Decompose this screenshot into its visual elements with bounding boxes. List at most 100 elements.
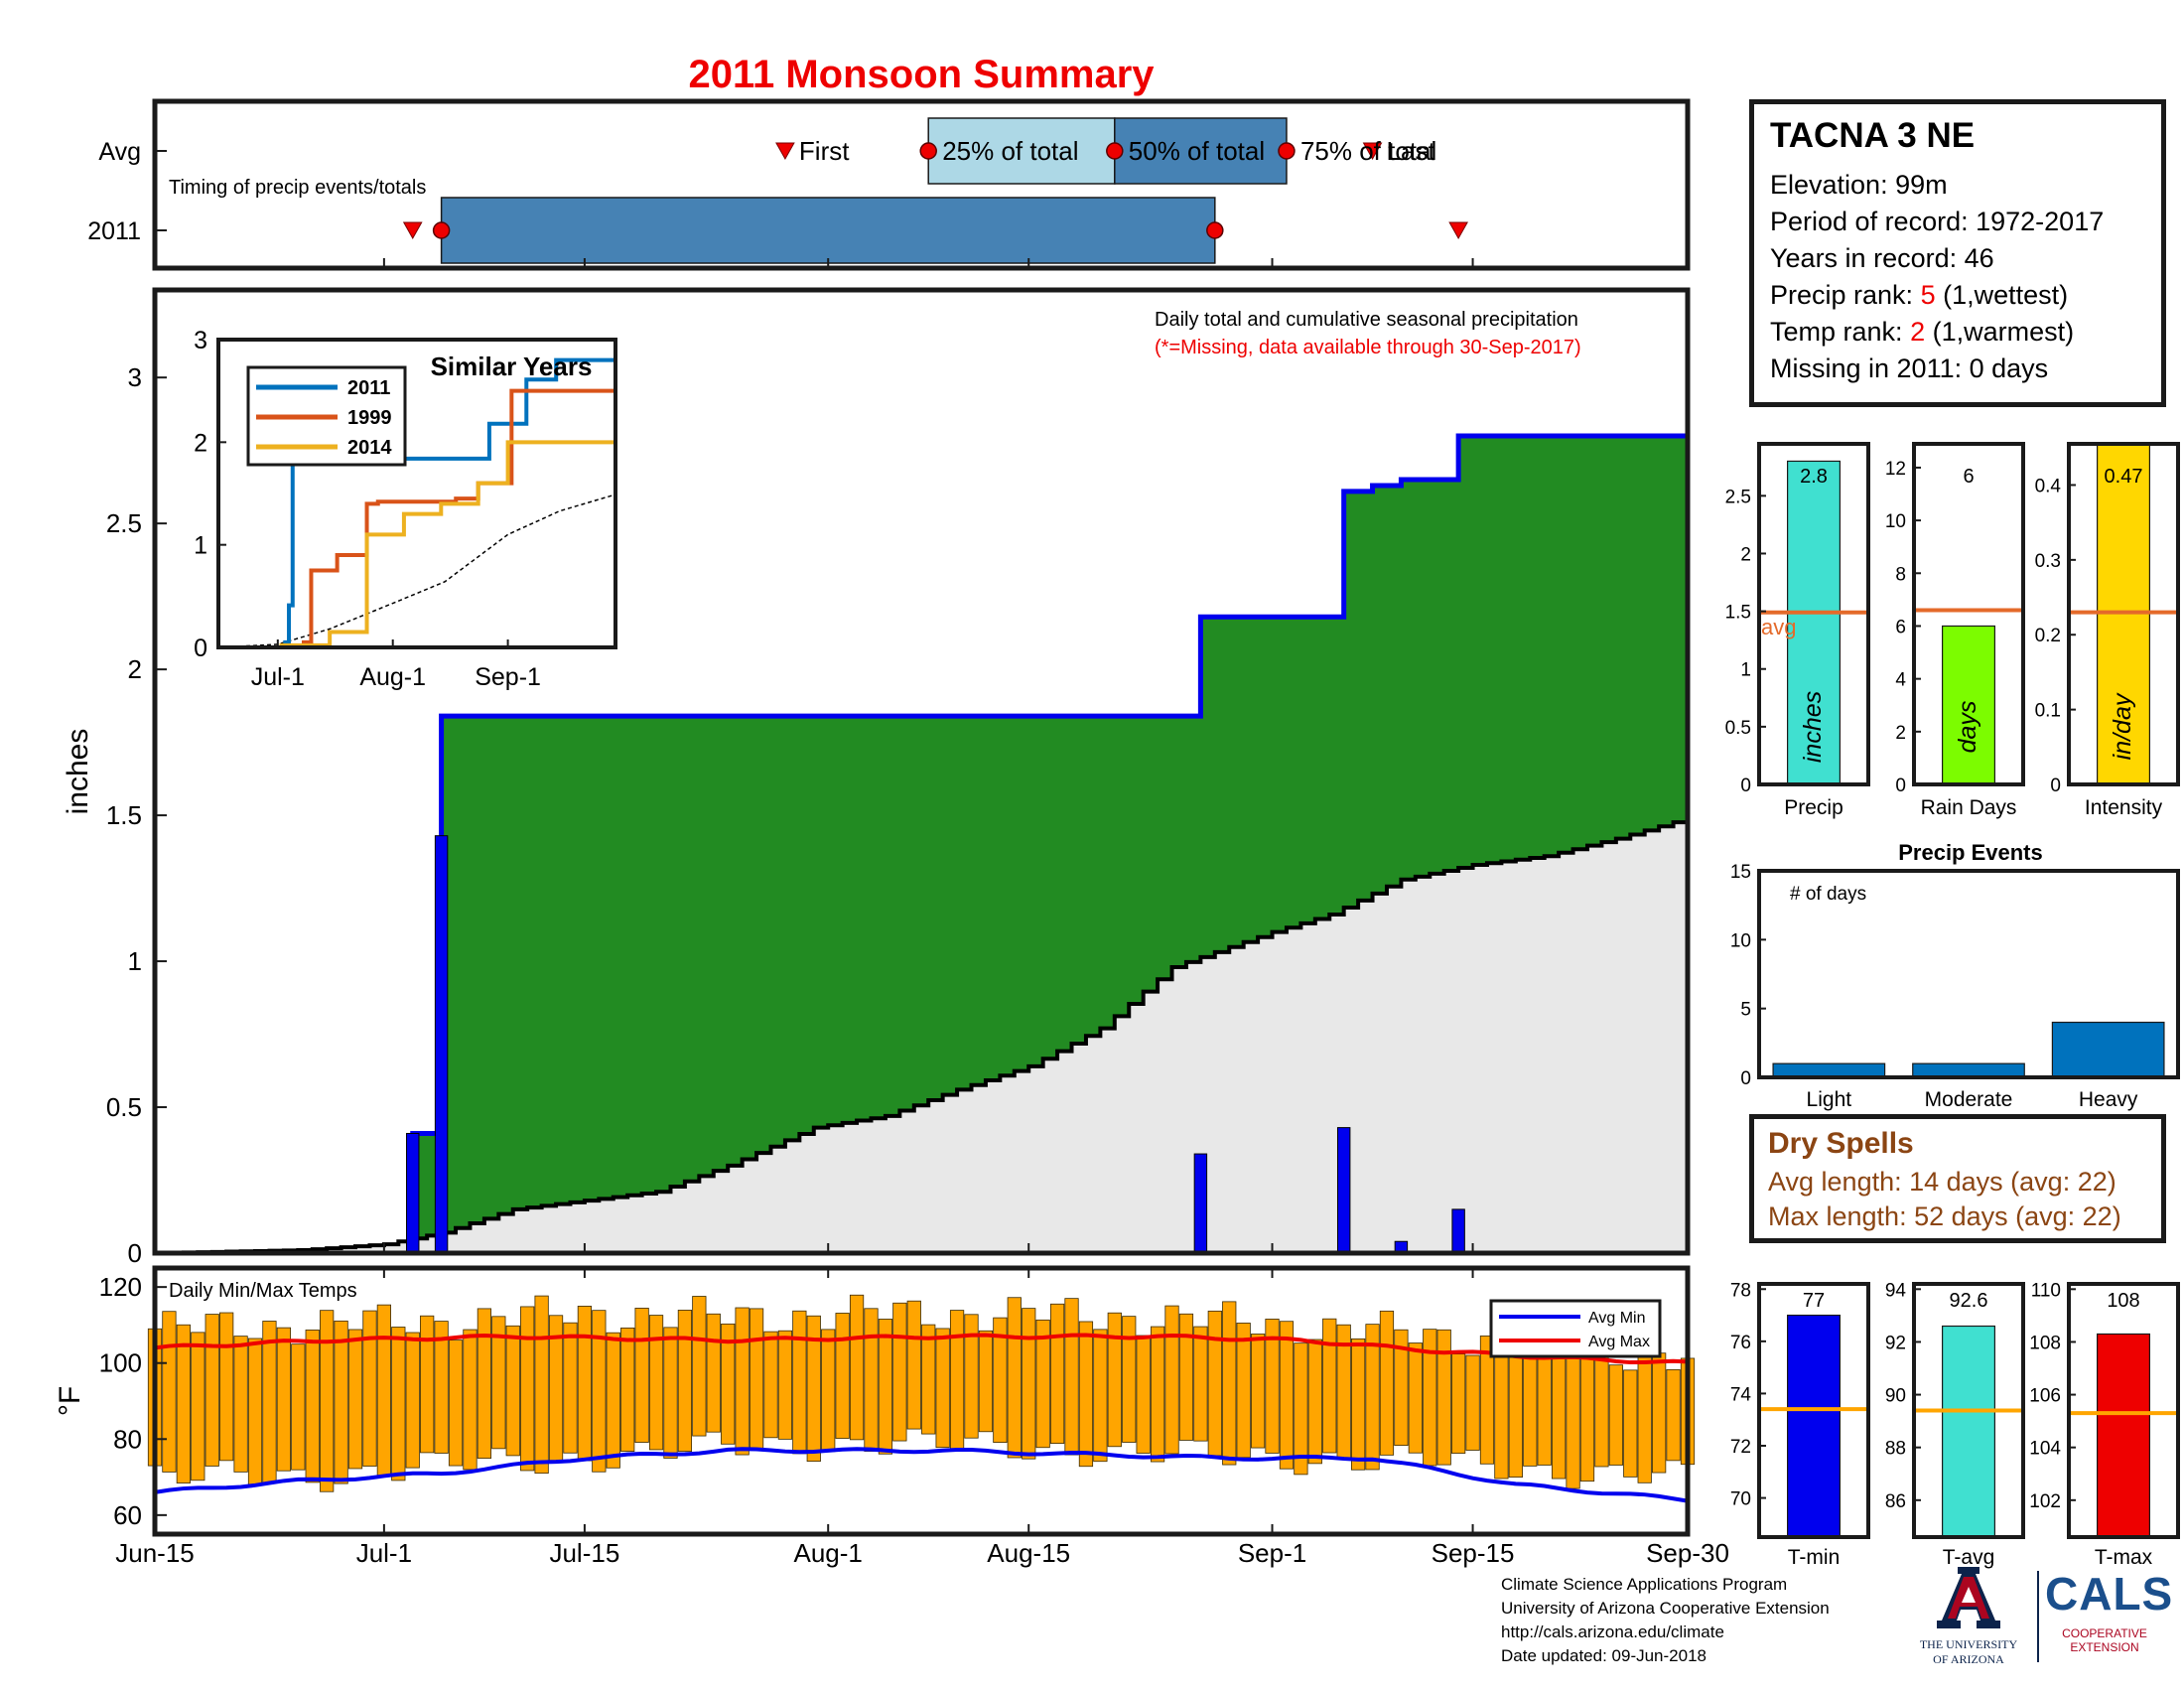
temp-bar-24 bbox=[491, 1316, 506, 1450]
mini-temp-2-ytick-label-1: 104 bbox=[2029, 1439, 2061, 1460]
station-elevation: Elevation: 99m bbox=[1770, 170, 1948, 200]
temp-bar-102 bbox=[1608, 1364, 1623, 1466]
temp-bar-25 bbox=[505, 1325, 520, 1457]
mini-precip-0-ytick-label-1: 0.5 bbox=[1725, 718, 1751, 739]
dry-spells-avg: Avg length: 14 days (avg: 22) bbox=[1768, 1167, 2116, 1197]
temp-bar-59 bbox=[993, 1317, 1008, 1443]
inset-series-2014 bbox=[218, 390, 617, 649]
temp-bar-47 bbox=[821, 1329, 836, 1453]
timing-2011-last-marker bbox=[1448, 221, 1468, 240]
mini-temp-1-ytick-label-0: 86 bbox=[1885, 1491, 1906, 1512]
inset-xtick-label-2: Sep-1 bbox=[475, 663, 541, 691]
temp-bar-40 bbox=[721, 1323, 736, 1445]
mini-precip-panels: 0 0.5 1 1.5 2 2.5 2.8 inches Precip avg 0 2 4 6 8 10 12 6… bbox=[1725, 442, 2180, 819]
temp-bar-26 bbox=[520, 1306, 535, 1472]
precip-events-panel: Precip Events Light Moderate Heavy 0 5 10 15 # o… bbox=[1730, 840, 2180, 1111]
timing-row-avg-label: Avg bbox=[98, 138, 141, 166]
mini-temp-1-ytick-label-2: 90 bbox=[1885, 1386, 1906, 1407]
mini-precip-2-unit: in/day bbox=[2109, 692, 2136, 760]
temp-bar-64 bbox=[1064, 1298, 1079, 1456]
temp-bar-72 bbox=[1178, 1313, 1194, 1441]
station-missing: Missing in 2011: 0 days bbox=[1770, 353, 2049, 383]
timing-2011-p75-marker bbox=[1206, 221, 1224, 239]
temp-bar-53 bbox=[906, 1300, 921, 1430]
mini-precip-0-ytick-label-2: 1 bbox=[1740, 660, 1751, 681]
temp-bar-84 bbox=[1350, 1338, 1366, 1471]
temp-bar-76 bbox=[1236, 1323, 1251, 1459]
mini-precip-1-ytick-label-1: 2 bbox=[1895, 723, 1906, 744]
temp-bar-41 bbox=[735, 1307, 750, 1456]
mini-precip-0-unit: inches bbox=[1799, 691, 1827, 763]
temp-bar-27 bbox=[534, 1295, 549, 1475]
xtick-label-7: Sep-30 bbox=[1646, 1538, 1729, 1568]
mini-precip-2-ytick-label-2: 0.2 bbox=[2035, 626, 2061, 646]
xtick-label-5: Sep-1 bbox=[1238, 1538, 1306, 1568]
mini-precip-2-xlabel: Intensity bbox=[2085, 796, 2163, 819]
temp-bar-23 bbox=[477, 1308, 492, 1460]
precip-events-frame bbox=[1757, 869, 2180, 1079]
mini-temp-1-ytick-label-4: 94 bbox=[1885, 1280, 1907, 1301]
mini-temp-0-bar bbox=[1786, 1314, 1841, 1538]
timing-p50-label: 50% of total bbox=[1129, 136, 1265, 166]
temp-bar-82 bbox=[1322, 1318, 1337, 1454]
temps-panel: 60 80 100 120 °F Daily Min/Max Temps Avg Min Av… bbox=[54, 1265, 1729, 1568]
temp-bar-61 bbox=[1022, 1308, 1036, 1460]
mini-precip-2-ytick-label-1: 0.1 bbox=[2035, 701, 2061, 722]
temp-rank-value: 2 bbox=[1910, 317, 1926, 347]
temp-bar-55 bbox=[935, 1328, 950, 1449]
temp-bar-81 bbox=[1307, 1339, 1322, 1465]
mini-precip-0-ytick-label-4: 2 bbox=[1740, 544, 1751, 565]
precip-ytick-label-5: 2.5 bbox=[106, 508, 142, 538]
timing-avg-q1-box bbox=[927, 117, 1116, 185]
temp-bar-18 bbox=[405, 1332, 420, 1469]
mini-temp-0-ytick-label-2: 74 bbox=[1730, 1384, 1752, 1405]
timing-first-label: First bbox=[799, 136, 850, 166]
ua-a-icon bbox=[1937, 1567, 2000, 1628]
temp-bar-99 bbox=[1566, 1356, 1580, 1489]
temp-bar-88 bbox=[1408, 1342, 1423, 1454]
temp-bar-11 bbox=[305, 1329, 320, 1483]
temp-bar-73 bbox=[1193, 1326, 1208, 1442]
temp-bar-9 bbox=[276, 1327, 291, 1472]
temp-bar-86 bbox=[1379, 1310, 1395, 1456]
temp-bar-29 bbox=[563, 1322, 578, 1454]
temp-bar-57 bbox=[964, 1314, 979, 1439]
temp-bar-38 bbox=[692, 1296, 707, 1437]
temp-bar-1 bbox=[162, 1311, 177, 1473]
timing-2011-p25-marker bbox=[432, 221, 451, 239]
temp-bar-51 bbox=[878, 1319, 893, 1455]
xtick-label-0: Jun-15 bbox=[115, 1538, 195, 1568]
figure-title: 2011 Monsoon Summary bbox=[688, 53, 1155, 96]
temp-bar-80 bbox=[1294, 1342, 1308, 1476]
timing-2011-box bbox=[440, 197, 1216, 264]
ua-logo: THE UNIVERSITY OF ARIZONA bbox=[1914, 1565, 2023, 1667]
mini-precip-1-ytick-label-0: 0 bbox=[1895, 776, 1906, 796]
mini-precip-0-bar bbox=[1786, 460, 1841, 785]
temp-bar-93 bbox=[1479, 1336, 1495, 1465]
temp-bar-16 bbox=[376, 1304, 391, 1478]
mini-precip-0-ytick-label-3: 1.5 bbox=[1725, 603, 1751, 624]
inset-ytick-label-2: 2 bbox=[194, 429, 207, 457]
temp-bar-66 bbox=[1093, 1329, 1108, 1463]
mini-temp-0-frame bbox=[1757, 1282, 1870, 1539]
precip-plot-frame bbox=[152, 287, 1691, 1256]
xtick-label-6: Sep-15 bbox=[1432, 1538, 1515, 1568]
precip-events-ytick-label-1: 5 bbox=[1740, 1000, 1751, 1021]
precip-events-bar-moderate bbox=[1912, 1062, 2025, 1078]
daily-precip-bar-2 bbox=[1193, 1153, 1208, 1254]
precip-events-bar-heavy bbox=[2051, 1021, 2165, 1078]
mini-precip-0-xlabel: Precip bbox=[1784, 796, 1843, 819]
mini-precip-0-ytick-label-0: 0 bbox=[1740, 776, 1751, 796]
temps-legend-max-label: Avg Max bbox=[1588, 1334, 1650, 1350]
temp-bar-67 bbox=[1107, 1312, 1122, 1448]
cumulative-avg-area bbox=[155, 818, 1688, 1253]
precip-rank-suffix: (1,wettest) bbox=[1935, 280, 2069, 310]
station-period: Period of record: 1972-2017 bbox=[1770, 207, 2105, 236]
temp-bar-104 bbox=[1637, 1350, 1652, 1483]
mini-temp-2-value-label: 108 bbox=[2107, 1290, 2139, 1312]
inset-avg-line bbox=[217, 494, 616, 648]
temp-bar-78 bbox=[1265, 1319, 1280, 1454]
temps-frame bbox=[152, 1265, 1691, 1537]
mini-precip-2-ytick-label-3: 0.3 bbox=[2035, 551, 2061, 572]
